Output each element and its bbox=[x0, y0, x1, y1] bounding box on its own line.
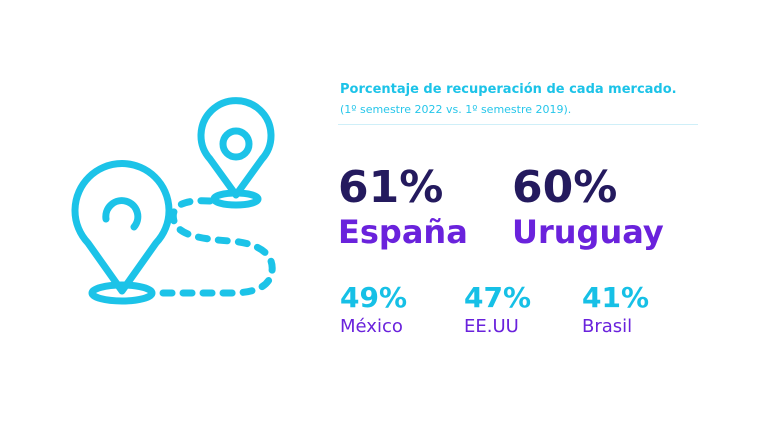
market-name: Brasil bbox=[582, 316, 633, 337]
market-stat-uruguay: 60% Uruguay bbox=[512, 162, 664, 251]
divider bbox=[338, 124, 698, 125]
market-stat-mexico: 49% México bbox=[340, 282, 407, 338]
market-stat-spain: 61% España bbox=[338, 162, 468, 251]
header-title: Porcentaje de recuperación de cada merca… bbox=[340, 82, 677, 97]
market-name: EE.UU bbox=[464, 316, 519, 337]
market-name: Uruguay bbox=[512, 213, 664, 251]
header-subtitle: (1º semestre 2022 vs. 1º semestre 2019). bbox=[340, 103, 572, 116]
market-percent: 61% bbox=[338, 162, 444, 213]
market-percent: 60% bbox=[512, 162, 618, 213]
market-percent: 41% bbox=[582, 281, 650, 314]
header: Porcentaje de recuperación de cada merca… bbox=[340, 82, 700, 117]
map-route-pins-icon bbox=[71, 97, 276, 305]
market-name: España bbox=[338, 213, 468, 251]
market-name: México bbox=[340, 316, 403, 337]
market-percent: 49% bbox=[340, 281, 408, 314]
market-stat-usa: 47% EE.UU bbox=[464, 282, 531, 338]
market-stat-brazil: 41% Brasil bbox=[582, 282, 649, 338]
market-percent: 47% bbox=[464, 281, 532, 314]
